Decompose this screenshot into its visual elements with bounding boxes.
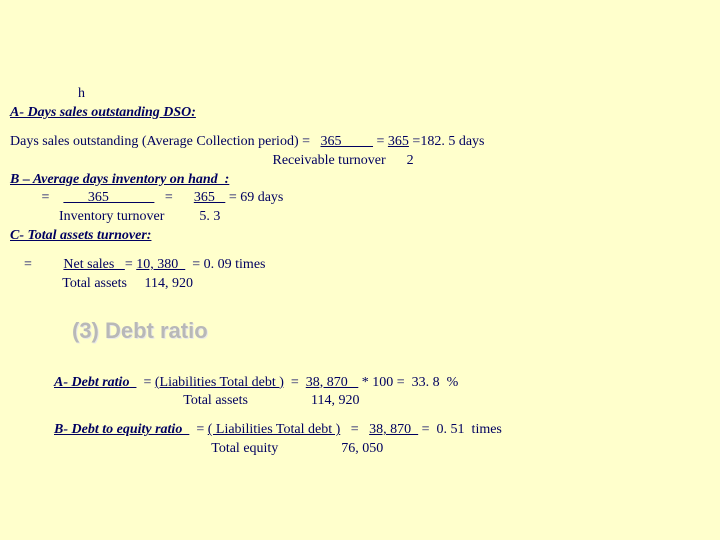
section-c-heading: C- Total assets turnover: xyxy=(10,227,710,246)
debt-ratio-b-line2: Total equity 76, 050 xyxy=(10,440,710,459)
turnover-formula-line2: Total assets 114, 920 xyxy=(10,275,710,294)
debt-ratio-a-line2: Total assets 114, 920 xyxy=(10,392,710,411)
dso-formula-line1: Days sales outstanding (Average Collecti… xyxy=(10,133,710,152)
debt-ratio-title: (3) Debt ratio xyxy=(10,316,710,346)
section-a-heading-text: A- Days sales outstanding DSO: xyxy=(10,105,196,120)
section-a-heading: A- Days sales outstanding DSO: xyxy=(10,104,710,123)
section-c-heading-text: C- Total assets turnover: xyxy=(10,228,151,243)
debt-ratio-b-line1: B- Debt to equity ratio = ( Liabilities … xyxy=(10,421,710,440)
section-b-heading: B – Average days inventory on hand : xyxy=(10,171,710,190)
turnover-formula-line1: = Net sales = 10, 380 = 0. 09 times xyxy=(10,256,710,275)
inventory-formula-line1: = 365 = 365 = 69 days xyxy=(10,189,710,208)
debt-ratio-a-line1: A- Debt ratio = (Liabilities Total debt … xyxy=(10,374,710,393)
inventory-formula-line2: Inventory turnover 5. 3 xyxy=(10,208,710,227)
stray-letter: h xyxy=(10,85,710,104)
section-b-heading-text: B – Average days inventory on hand : xyxy=(10,172,229,187)
dso-formula-line2: Receivable turnover 2 xyxy=(10,152,710,171)
slide-content: h A- Days sales outstanding DSO: Days sa… xyxy=(0,0,720,469)
